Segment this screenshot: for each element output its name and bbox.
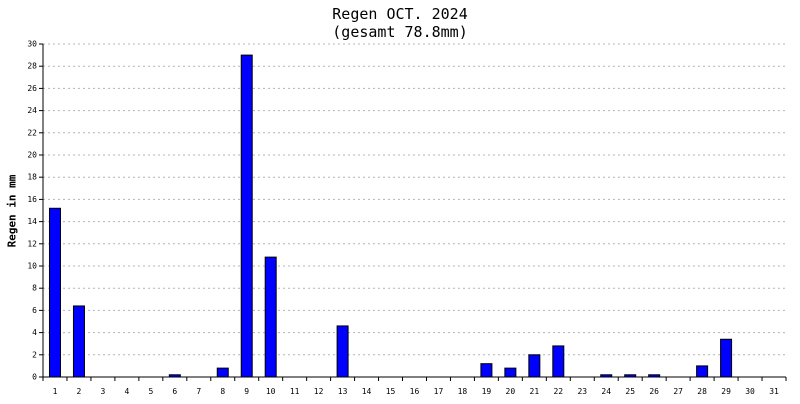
x-tick-label: 7 (196, 387, 201, 396)
x-tick-label: 1 (53, 387, 58, 396)
y-tick-label: 14 (27, 217, 37, 226)
x-tick-label: 11 (290, 387, 300, 396)
chart-title: Regen OCT. 2024 (332, 5, 468, 23)
bar-day-22 (552, 345, 565, 378)
x-tick-label: 19 (482, 387, 492, 396)
bar-day-21 (528, 354, 541, 378)
bar-day-2 (72, 305, 85, 378)
bar-day-1 (48, 207, 61, 378)
x-tick-label: 18 (458, 387, 468, 396)
x-tick-label: 2 (77, 387, 82, 396)
x-tick-label: 16 (410, 387, 420, 396)
y-tick-label: 30 (27, 40, 37, 49)
x-tick-label: 28 (697, 387, 707, 396)
x-tick-label: 13 (338, 387, 348, 396)
y-tick-label: 0 (32, 373, 37, 382)
y-tick-label: 18 (27, 173, 37, 182)
bar-day-8 (216, 367, 229, 378)
x-tick-label: 20 (506, 387, 516, 396)
bar-day-10 (264, 256, 277, 378)
y-tick-label: 20 (27, 151, 37, 160)
bar-day-9 (240, 54, 253, 378)
y-tick-label: 10 (27, 262, 37, 271)
x-tick-label: 12 (314, 387, 324, 396)
chart-subtitle: (gesamt 78.8mm) (332, 23, 468, 41)
y-tick-label: 6 (32, 306, 37, 315)
bar-day-28 (696, 365, 709, 378)
y-tick-label: 28 (27, 62, 37, 71)
x-tick-label: 31 (769, 387, 779, 396)
x-tick-label: 3 (101, 387, 106, 396)
bar-day-6 (168, 374, 181, 378)
x-tick-label: 10 (266, 387, 276, 396)
y-tick-label: 12 (27, 239, 37, 248)
y-tick-label: 26 (27, 84, 37, 93)
x-tick-label: 15 (386, 387, 396, 396)
x-tick-label: 8 (220, 387, 225, 396)
x-tick-label: 17 (434, 387, 444, 396)
x-tick-label: 6 (172, 387, 177, 396)
x-tick-label: 27 (673, 387, 683, 396)
x-tick-label: 14 (362, 387, 372, 396)
x-tick-label: 21 (530, 387, 540, 396)
bar-day-29 (720, 338, 733, 378)
y-tick-label: 4 (32, 328, 37, 337)
x-tick-label: 26 (649, 387, 659, 396)
x-tick-label: 23 (577, 387, 587, 396)
y-axis-label: Regen in mm (5, 174, 19, 248)
y-tick-label: 24 (27, 106, 37, 115)
bar-day-26 (648, 374, 661, 378)
x-tick-label: 9 (244, 387, 249, 396)
bar-day-19 (480, 363, 493, 378)
x-tick-label: 24 (601, 387, 611, 396)
bar-day-13 (336, 325, 349, 378)
x-tick-label: 22 (553, 387, 563, 396)
y-tick-label: 16 (27, 195, 37, 204)
x-tick-label: 29 (721, 387, 731, 396)
y-tick-label: 8 (32, 284, 37, 293)
x-tick-label: 4 (124, 387, 129, 396)
x-tick-label: 25 (625, 387, 635, 396)
bar-day-25 (624, 374, 637, 378)
bar-day-20 (504, 367, 517, 378)
x-tick-label: 30 (745, 387, 755, 396)
y-tick-label: 22 (27, 128, 37, 137)
bar-day-24 (600, 374, 613, 378)
y-tick-label: 2 (32, 350, 37, 359)
x-tick-label: 5 (148, 387, 153, 396)
